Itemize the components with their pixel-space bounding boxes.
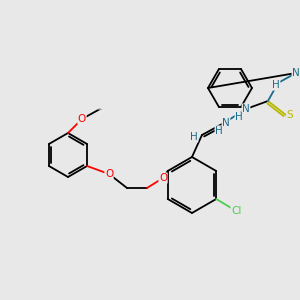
Text: O: O [159,173,167,183]
Text: H: H [190,132,198,142]
Text: H: H [235,112,243,122]
Text: S: S [286,110,293,120]
Text: O: O [105,169,113,179]
Text: Cl: Cl [231,206,242,216]
Text: H: H [215,126,223,136]
Text: N: N [292,68,300,78]
Text: H: H [272,80,280,90]
Text: N: N [222,118,230,128]
Text: N: N [242,104,250,114]
Text: O: O [78,114,86,124]
Text: methoxy: methoxy [97,108,103,110]
